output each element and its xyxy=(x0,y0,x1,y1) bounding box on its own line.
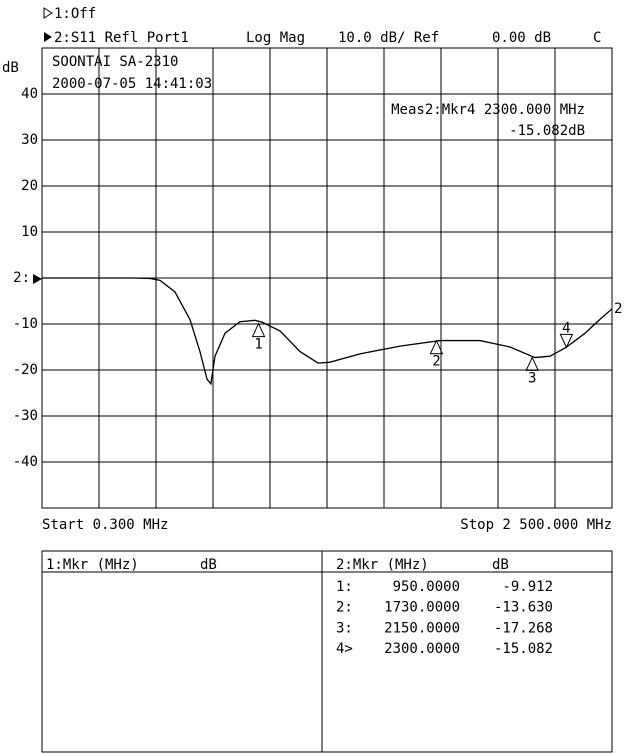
channel1: 1:Off xyxy=(54,6,96,22)
marker xyxy=(429,339,444,355)
scale: 10.0 dB/ Ref xyxy=(338,30,439,46)
format: Log Mag xyxy=(246,30,305,46)
y-tick-label: -20 xyxy=(13,362,38,378)
y-tick-label: 10 xyxy=(21,224,38,240)
y-tick-label: -30 xyxy=(13,408,38,424)
instrument: SOONTAI SA-2310 xyxy=(52,54,178,70)
marker-label: 2 xyxy=(432,354,440,370)
row-label: 4> xyxy=(336,641,353,657)
channel2-icon xyxy=(44,32,52,42)
y-tick-label: -10 xyxy=(13,316,38,332)
marker-label: 4 xyxy=(562,320,570,336)
marker-value: -9.912 xyxy=(502,579,553,595)
table-header: 2:Mkr (MHz) xyxy=(336,557,429,573)
y-tick-label: 2: xyxy=(13,270,30,286)
timestamp: 2000-07-05 14:41:03 xyxy=(52,76,212,92)
marker-freq: 2300.0000 xyxy=(384,641,460,657)
trace xyxy=(42,277,613,386)
marker-table xyxy=(41,550,613,753)
marker-value: -13.630 xyxy=(494,600,553,616)
ref: 0.00 dB xyxy=(492,30,551,46)
channel1-icon xyxy=(43,7,53,19)
readout: -15.082dB xyxy=(509,123,585,139)
y-tick-label: 30 xyxy=(21,132,38,148)
marker xyxy=(559,333,574,349)
stop-label: Stop 2 500.000 MHz xyxy=(460,517,612,533)
channel2: 2:S11 Refl Port1 xyxy=(54,30,189,46)
table-header: 1:Mkr (MHz) xyxy=(46,557,139,573)
marker-freq: 1730.0000 xyxy=(384,600,460,616)
row-label: 1: xyxy=(336,579,353,595)
marker-freq: 2150.0000 xyxy=(384,620,460,636)
ref-pointer xyxy=(33,274,42,284)
table-header: dB xyxy=(200,557,217,573)
row-label: 3: xyxy=(336,620,353,636)
marker-freq: 950.0000 xyxy=(393,579,460,595)
row-label: 2: xyxy=(336,600,353,616)
marker xyxy=(251,322,266,338)
y-tick-label: -40 xyxy=(13,454,38,470)
readout: Meas2:Mkr4 2300.000 MHz xyxy=(391,102,585,118)
trace-label: 2 xyxy=(614,301,622,317)
table-header: dB xyxy=(492,557,509,573)
start-label: Start 0.300 MHz xyxy=(42,517,168,533)
marker-label: 3 xyxy=(528,370,536,386)
marker-value: -15.082 xyxy=(494,641,553,657)
marker xyxy=(525,356,539,371)
y-unit: dB xyxy=(2,60,19,76)
marker-value: -17.268 xyxy=(494,620,553,636)
y-tick-label: 20 xyxy=(21,178,38,194)
marker-label: 1 xyxy=(254,337,262,353)
y-tick-label: 40 xyxy=(21,86,38,102)
flag: C xyxy=(593,30,601,46)
